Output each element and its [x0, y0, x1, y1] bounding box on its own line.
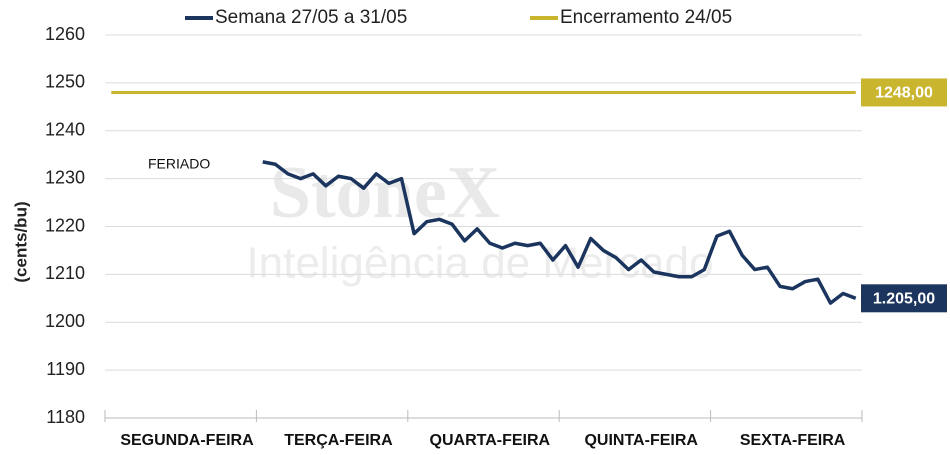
- x-tick-label: QUARTA-FEIRA: [430, 432, 551, 449]
- y-tick-label: 1260: [45, 24, 85, 44]
- y-tick-label: 1220: [45, 215, 85, 235]
- y-tick-label: 1210: [45, 263, 85, 283]
- y-axis-label: (cents/bu): [11, 201, 30, 282]
- x-tick-label: SEGUNDA-FEIRA: [120, 432, 254, 449]
- value-label: 1.205,00: [873, 291, 935, 308]
- y-tick-label: 1190: [46, 359, 85, 379]
- legend-label: Encerramento 24/05: [560, 7, 732, 28]
- x-tick-label: TERÇA-FEIRA: [284, 432, 393, 449]
- watermark: StoneX: [270, 152, 500, 234]
- value-label-box: [861, 284, 947, 313]
- x-tick-label: QUINTA-FEIRA: [584, 432, 698, 449]
- y-tick-label: 1180: [46, 407, 85, 427]
- value-label: 1248,00: [875, 85, 933, 102]
- annotation: FERIADO: [148, 156, 210, 172]
- y-tick-label: 1230: [45, 167, 85, 187]
- value-label-box: [861, 78, 947, 107]
- x-tick-label: SEXTA-FEIRA: [740, 432, 846, 449]
- series-line: [262, 160, 857, 305]
- legend-label: Semana 27/05 a 31/05: [215, 7, 407, 28]
- y-tick-label: 1200: [45, 311, 85, 331]
- y-tick-label: 1240: [45, 120, 85, 140]
- y-tick-label: 1250: [45, 72, 85, 92]
